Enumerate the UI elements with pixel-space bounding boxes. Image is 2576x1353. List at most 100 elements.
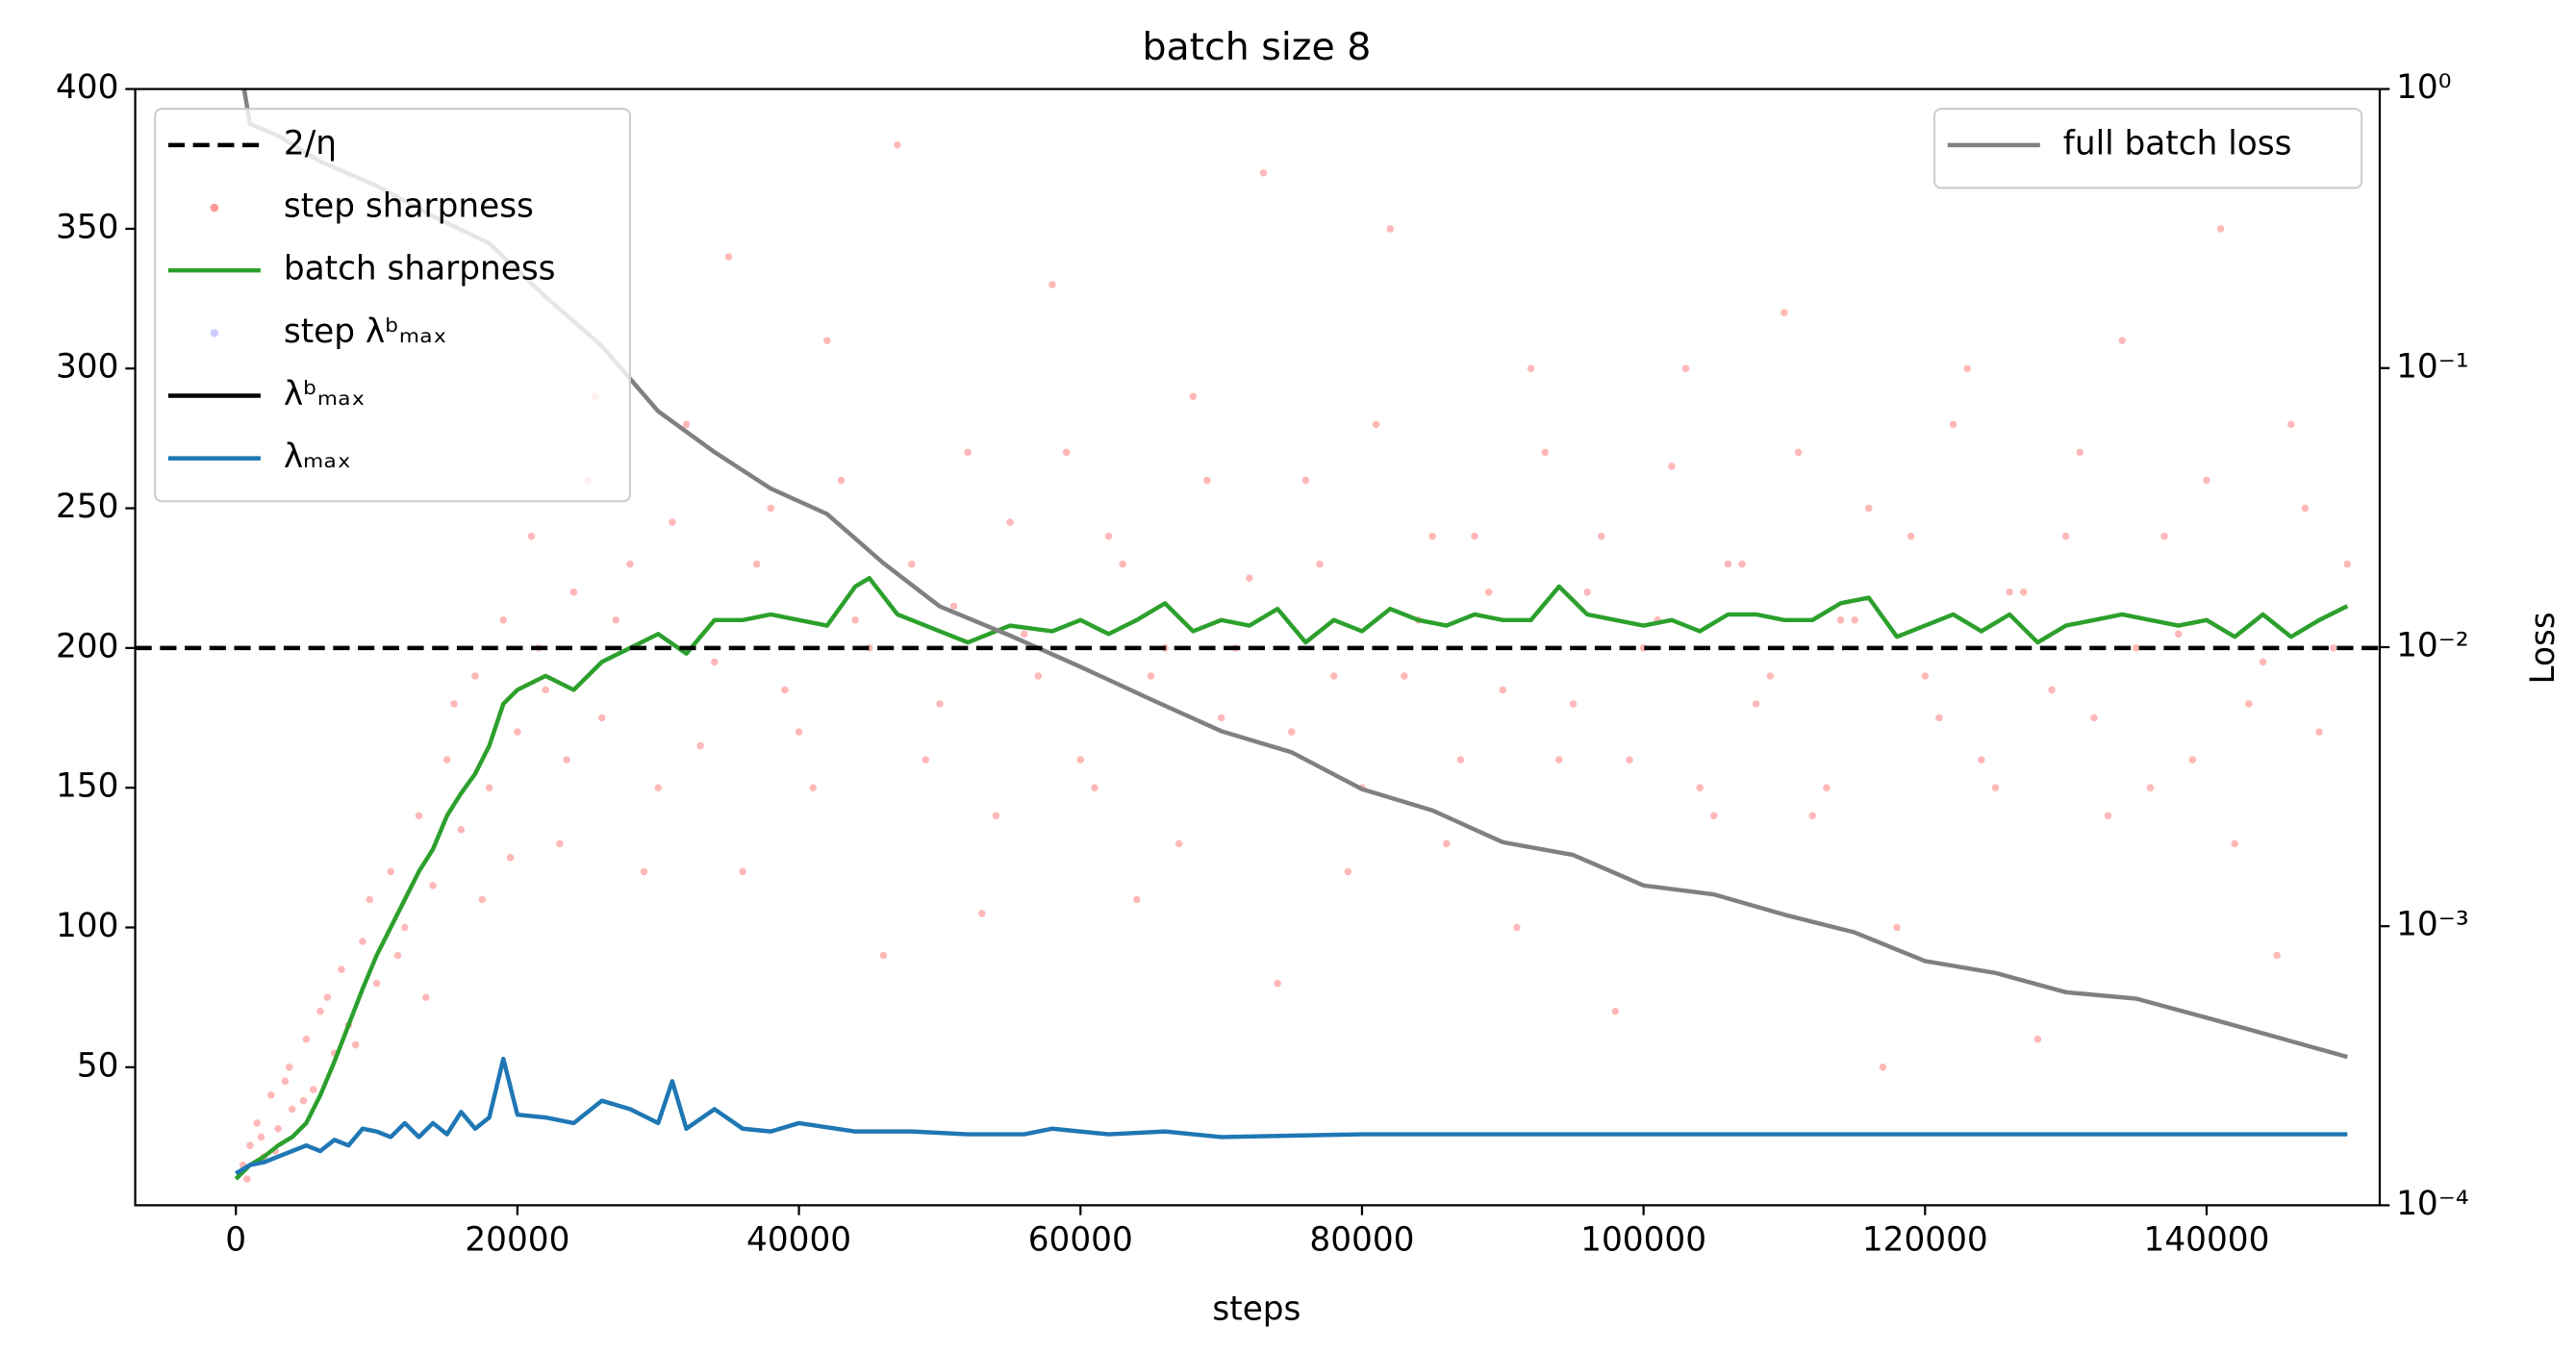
scatter-point xyxy=(2245,700,2253,708)
scatter-point xyxy=(366,895,374,904)
scatter-point xyxy=(964,448,972,457)
scatter-point xyxy=(2061,532,2070,540)
scatter-point xyxy=(978,910,986,917)
scatter-point xyxy=(478,895,487,904)
scatter-point xyxy=(1246,574,1253,582)
scatter-point xyxy=(563,756,570,764)
scatter-point xyxy=(2090,714,2098,722)
scatter-point xyxy=(1344,867,1352,876)
scatter-point xyxy=(1541,448,1549,457)
scatter-point xyxy=(1555,756,1563,764)
y2-tick-label: 10⁰ xyxy=(2396,68,2451,107)
scatter-point xyxy=(457,825,466,834)
scatter-point xyxy=(274,1124,282,1133)
scatter-point xyxy=(1949,420,1957,429)
scatter-point xyxy=(299,1096,308,1105)
scatter-point xyxy=(471,672,479,680)
scatter-point xyxy=(2273,951,2281,960)
scatter-point xyxy=(767,504,775,513)
scatter-point xyxy=(2076,448,2084,457)
scatter-point xyxy=(2006,588,2013,596)
scatter-point xyxy=(2301,504,2310,513)
scatter-point xyxy=(338,965,345,973)
y-tick-label: 50 xyxy=(77,1046,119,1085)
scatter-point xyxy=(1287,728,1296,736)
scatter-point xyxy=(752,560,761,568)
scatter-point xyxy=(1991,784,2000,791)
x-tick-label: 140000 xyxy=(2144,1221,2270,1260)
scatter-point xyxy=(626,560,634,568)
scatter-point xyxy=(1808,812,1816,820)
scatter-point xyxy=(2033,1035,2042,1043)
scatter-point xyxy=(499,616,508,624)
scatter-point xyxy=(253,1119,261,1127)
scatter-point xyxy=(1189,392,1198,401)
scatter-point xyxy=(696,741,704,750)
scatter-point xyxy=(1471,532,1478,540)
line-series xyxy=(235,1056,2348,1176)
scatter-point xyxy=(288,1105,296,1114)
scatter-point xyxy=(1174,839,1183,848)
scatter-point xyxy=(879,951,888,960)
scatter-point xyxy=(1513,923,1521,932)
scatter-point xyxy=(1893,923,1901,932)
scatter-point xyxy=(2104,812,2112,820)
legend-label: batch sharpness xyxy=(284,250,556,288)
scatter-point xyxy=(1710,812,1718,820)
scatter-point xyxy=(1301,476,1310,485)
scatter-point xyxy=(1203,476,1211,485)
scatter-point xyxy=(809,784,817,791)
scatter-point xyxy=(739,867,746,876)
x-tick-label: 80000 xyxy=(1309,1221,1414,1260)
x-tick-label: 20000 xyxy=(465,1221,569,1260)
scatter-point xyxy=(1864,504,1873,513)
scatter-point xyxy=(243,1175,251,1183)
y2-tick-label: 10⁻³ xyxy=(2396,906,2468,944)
scatter-point xyxy=(1681,364,1690,372)
scatter-point xyxy=(2203,476,2210,485)
scatter-point xyxy=(1935,714,1943,722)
scatter-point xyxy=(1316,560,1324,568)
scatter-point xyxy=(1386,225,1394,233)
scatter-point xyxy=(2259,658,2267,666)
scatter-point xyxy=(1978,756,1985,764)
legend-label: step sharpness xyxy=(284,188,534,226)
scatter-point xyxy=(1329,672,1338,680)
scatter-point xyxy=(1091,784,1099,791)
scatter-point xyxy=(1147,672,1155,680)
scatter-point xyxy=(1597,532,1605,540)
scatter-point xyxy=(359,938,366,945)
scatter-point xyxy=(556,839,564,848)
scatter-point xyxy=(1104,532,1113,540)
scatter-point xyxy=(1076,756,1085,764)
scatter-point xyxy=(2216,225,2225,233)
x-tick-label: 0 xyxy=(225,1221,246,1260)
scatter-point xyxy=(1626,756,1633,764)
scatter-point xyxy=(1724,560,1732,568)
scatter-point xyxy=(309,1086,317,1093)
scatter-point xyxy=(246,1141,254,1149)
scatter-point xyxy=(1034,672,1043,680)
scatter-point xyxy=(429,882,437,889)
x-tick-label: 120000 xyxy=(1862,1221,1988,1260)
scatter-point xyxy=(2048,686,2056,694)
y2-tick-label: 10⁻⁴ xyxy=(2396,1185,2468,1223)
scatter-point xyxy=(949,602,958,611)
scatter-point xyxy=(1484,588,1493,596)
scatter-point xyxy=(1836,616,1845,624)
x-tick-label: 100000 xyxy=(1580,1221,1706,1260)
scatter-point xyxy=(2118,337,2126,344)
y2-axis-label: Loss xyxy=(2524,612,2563,684)
scatter-point xyxy=(401,923,409,932)
scatter-point xyxy=(1696,784,1704,791)
scatter-point xyxy=(2329,644,2337,652)
scatter-point xyxy=(372,979,381,988)
x-tick-label: 40000 xyxy=(746,1221,851,1260)
y-tick-label: 100 xyxy=(56,907,118,945)
y-tick-label: 300 xyxy=(56,348,118,387)
scatter-point xyxy=(1738,560,1746,568)
scatter-point xyxy=(1259,169,1268,177)
scatter-point xyxy=(527,532,536,540)
scatter-point xyxy=(654,784,663,791)
scatter-point xyxy=(316,1007,324,1015)
